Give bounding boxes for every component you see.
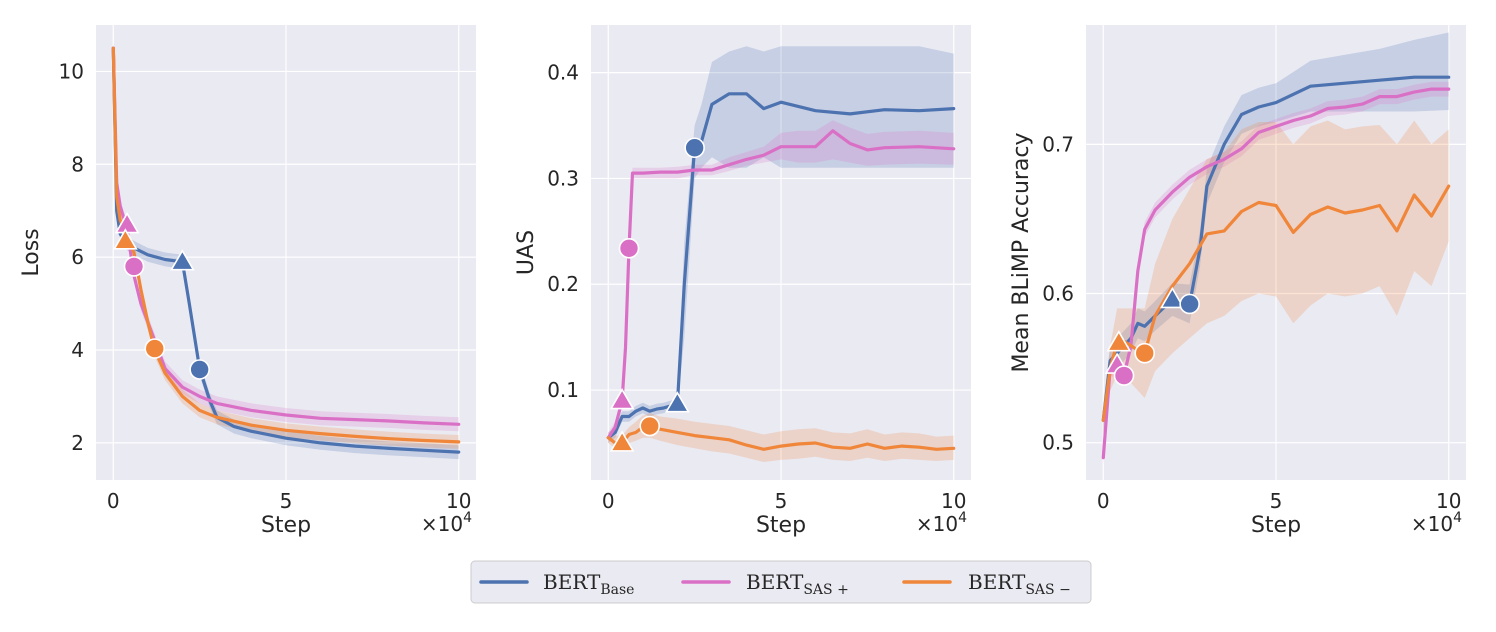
y-tick-label: 10: [59, 59, 84, 83]
band-bert-sas-plus: [608, 120, 954, 443]
band-bert-sas-minus: [1103, 120, 1449, 436]
marker-circle-bert-sas-minus: [144, 338, 166, 359]
legend-label-bert-base: BERTBase: [543, 570, 634, 598]
legend-frame: [470, 560, 1092, 604]
x-tick-label: 10: [446, 489, 471, 513]
marker-circle-bert-base: [1179, 293, 1200, 315]
marker-circle-bert-sas-minus: [1134, 342, 1156, 364]
marker-circle-bert-base: [684, 137, 705, 159]
marker-triangle-bert-sas-plus: [609, 388, 635, 410]
y-tick-label: 0.2: [547, 272, 579, 296]
x-axis-label: Step: [261, 513, 311, 538]
marker-circle-bert-sas-plus: [1113, 365, 1135, 386]
marker-circle-bert-sas-plus: [123, 256, 145, 277]
y-tick-label: 0.6: [1042, 282, 1074, 306]
y-tick-label: 4: [71, 338, 84, 362]
legend-entry-bert-base: BERTBase: [479, 570, 634, 598]
x-tick-label: 0: [107, 489, 120, 513]
panel-uas: 0 5 10 0.1 0.2 0.3 0.4 Step UAS ×104: [514, 25, 971, 538]
marker-triangle-bert-sas-minus: [1106, 330, 1132, 352]
x-tick-label: 10: [1436, 489, 1461, 513]
x-tick-label: 0: [1097, 489, 1110, 513]
line-bert-sas-minus: [1101, 184, 1451, 422]
y-axis-label: UAS: [514, 230, 539, 275]
band-bert-base: [1103, 32, 1449, 436]
x-scale-label: ×104: [916, 510, 967, 536]
y-tick-label: 0.4: [547, 61, 579, 85]
band-bert-sas-minus: [608, 413, 954, 462]
legend-entry-bert-sas-plus: BERTSAS +: [681, 570, 849, 598]
panels: 0 5 10 2 4 6 8 10 Step Loss ×104 0 5 10 0.1 0.2 0.3 0.4 St…: [19, 25, 1466, 538]
legend-label-bert-sas-plus: BERTSAS +: [746, 570, 849, 598]
y-tick-label: 0.1: [547, 378, 579, 402]
legend: BERTBase BERTSAS + BERTSAS −: [470, 560, 1092, 604]
y-tick-label: 2: [71, 431, 84, 455]
marker-triangle-bert-base: [1159, 286, 1185, 309]
marker-triangle-bert-sas-minus: [609, 430, 635, 452]
marker-circle-bert-sas-plus: [618, 237, 640, 259]
y-tick-label: 8: [71, 152, 84, 176]
x-scale-label: ×104: [1411, 510, 1462, 536]
y-axis-label: Loss: [19, 228, 44, 276]
x-axis-label: Step: [756, 513, 806, 538]
marker-triangle-bert-base: [664, 391, 690, 413]
x-tick-label: 5: [1270, 489, 1283, 513]
x-tick-label: 0: [602, 489, 615, 513]
y-tick-label: 0.7: [1042, 132, 1074, 156]
marker-triangle-bert-base: [169, 249, 195, 271]
x-tick-label: 5: [775, 489, 788, 513]
line-bert-sas-plus: [606, 129, 956, 440]
legend-entry-bert-sas-minus: BERTSAS −: [902, 570, 1071, 598]
legend-label-bert-sas-minus: BERTSAS −: [968, 570, 1071, 598]
x-axis-label: Step: [1251, 513, 1301, 538]
x-scale-label: ×104: [421, 510, 472, 536]
marker-circle-bert-sas-minus: [639, 415, 661, 437]
line-bert-sas-minus: [606, 424, 956, 451]
line-bert-base: [606, 92, 956, 440]
y-tick-label: 0.5: [1042, 431, 1074, 455]
y-tick-label: 6: [71, 245, 84, 269]
x-tick-label: 5: [280, 489, 293, 513]
y-axis-label: Mean BLiMP Accuracy: [1009, 132, 1034, 372]
marker-circle-bert-base: [189, 359, 210, 380]
panel-blimp: 0 5 10 0.5 0.6 0.7 Step Mean BLiMP Accuracy ×104: [1009, 25, 1466, 538]
panel-loss: 0 5 10 2 4 6 8 10 Step Loss ×104: [19, 25, 476, 538]
x-tick-label: 10: [941, 489, 966, 513]
y-tick-label: 0.3: [547, 166, 579, 190]
marker-triangle-bert-sas-minus: [112, 228, 138, 250]
